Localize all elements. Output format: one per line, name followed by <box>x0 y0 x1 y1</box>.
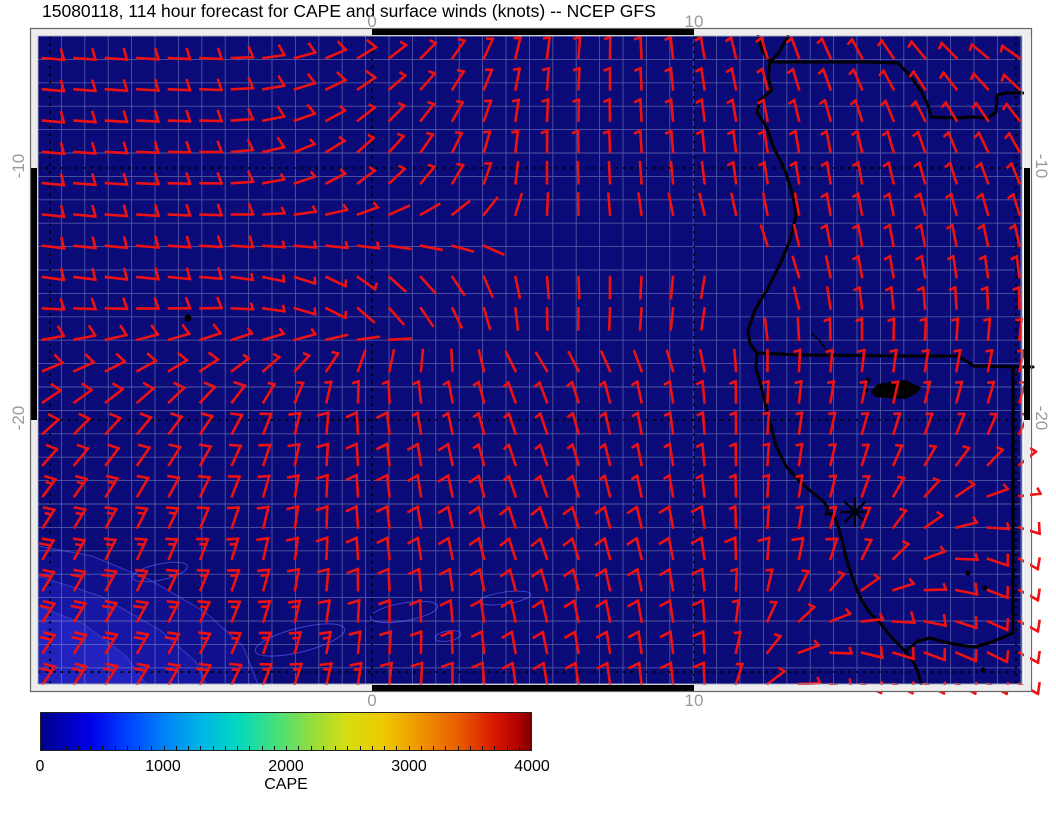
colorbar-tick <box>175 746 177 750</box>
colorbar-tick <box>237 746 238 750</box>
colorbar-tick <box>494 746 496 750</box>
tick-label: 0 <box>367 12 377 31</box>
colorbar-tick <box>212 746 214 750</box>
colorbar-tick <box>506 746 508 750</box>
colorbar-tick <box>188 746 189 750</box>
figure-title: 15080118, 114 hour forecast for CAPE and… <box>42 1 656 21</box>
colorbar-tick <box>347 746 349 750</box>
colorbar-tick <box>359 746 361 750</box>
colorbar-tick <box>298 746 300 750</box>
colorbar-tick <box>445 746 447 750</box>
colorbar-tick <box>457 746 459 750</box>
colorbar-tick <box>408 746 410 750</box>
colorbar-tick-label: 2000 <box>268 758 304 775</box>
colorbar-tick <box>65 746 67 750</box>
tick-label: 10 <box>684 12 704 31</box>
colorbar-tick <box>286 746 287 750</box>
colorbar-gradient <box>40 712 532 751</box>
colorbar-tick <box>53 746 55 750</box>
colorbar-tick <box>224 746 226 750</box>
tick-label: 0 <box>367 691 377 710</box>
colorbar-tick <box>335 746 336 750</box>
colorbar-tick <box>102 746 104 750</box>
colorbar-tick <box>77 746 79 750</box>
colorbar-tick <box>371 746 373 750</box>
colorbar-tick-label: 0 <box>35 758 45 775</box>
colorbar-tick <box>469 746 471 750</box>
tick-label: -10 <box>9 153 28 179</box>
colorbar-tick <box>322 746 324 750</box>
colorbar-tick-label: 4000 <box>514 758 550 775</box>
colorbar-tick <box>200 746 202 750</box>
colorbar-tick <box>151 746 153 750</box>
colorbar-tick <box>163 746 165 750</box>
colorbar-tick <box>261 746 263 750</box>
tick-label: 10 <box>684 691 704 710</box>
colorbar-tick-label: 1000 <box>145 758 181 775</box>
colorbar-tick <box>90 746 91 750</box>
tick-label: -20 <box>9 405 28 431</box>
colorbar-tick <box>518 746 520 750</box>
colorbar-tick <box>139 746 140 750</box>
colorbar-title: CAPE <box>264 776 308 793</box>
colorbar-tick <box>310 746 312 750</box>
colorbar-tick <box>482 746 483 750</box>
tick-label: -10 <box>1032 153 1051 179</box>
colorbar-tick <box>433 746 434 750</box>
colorbar-tick <box>126 746 128 750</box>
colorbar-tick <box>114 746 116 750</box>
colorbar-tick-label: 3000 <box>391 758 427 775</box>
colorbar-tick <box>273 746 275 750</box>
colorbar-tick <box>384 746 385 750</box>
colorbar-tick <box>396 746 398 750</box>
tick-label: -20 <box>1032 405 1051 431</box>
colorbar-tick <box>249 746 251 750</box>
colorbar-tick <box>420 746 422 750</box>
